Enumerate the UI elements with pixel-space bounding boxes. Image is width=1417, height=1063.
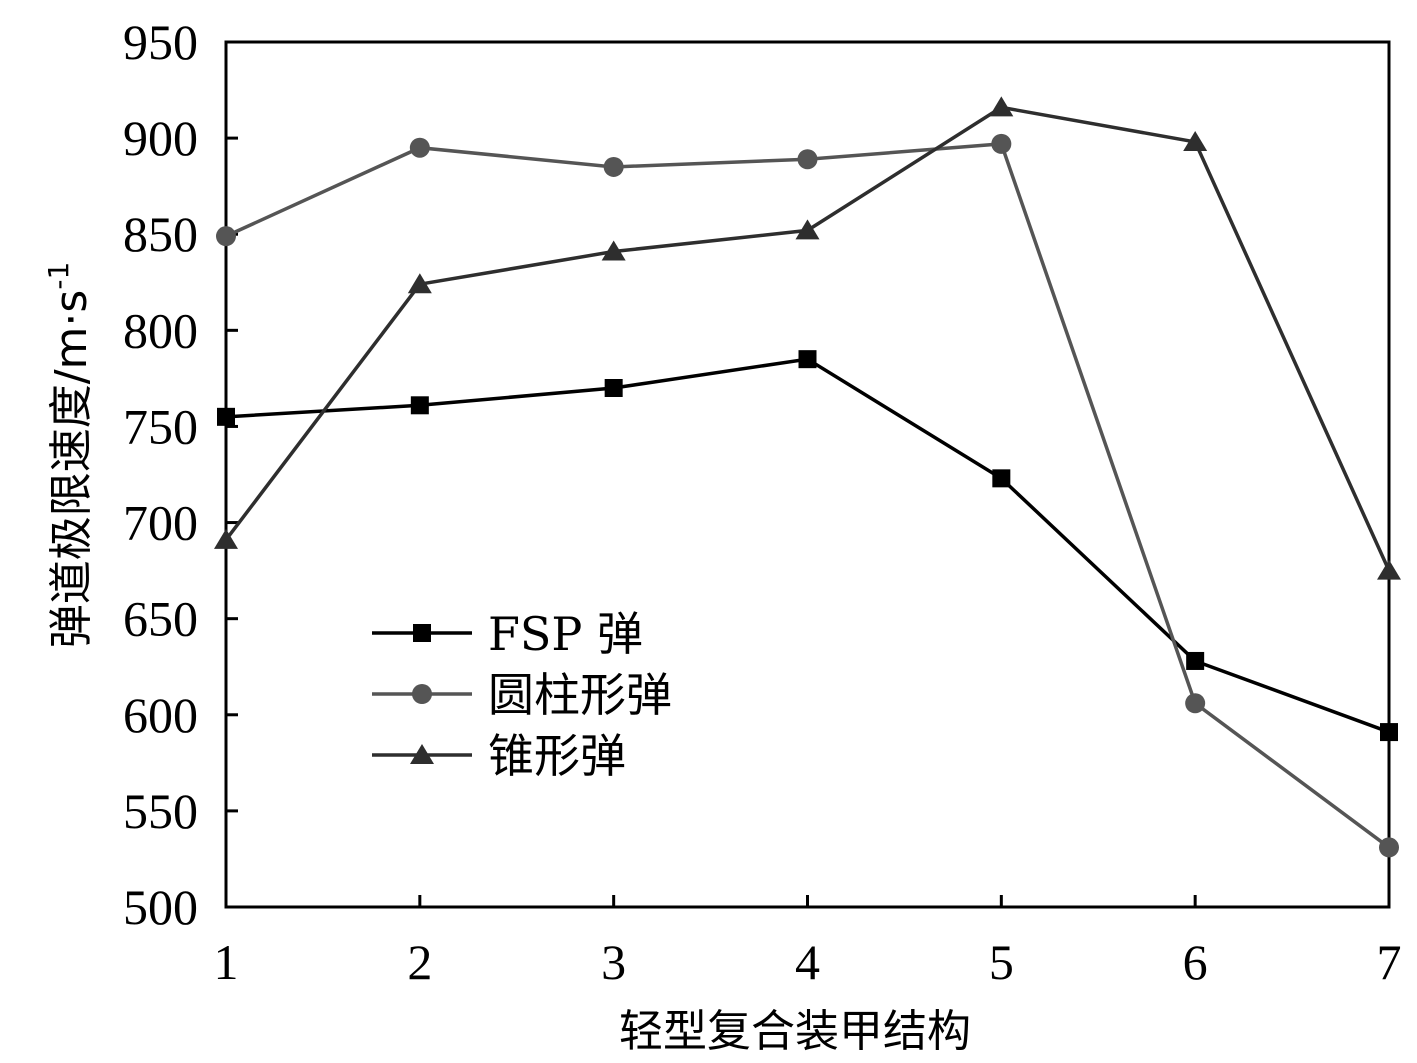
x-axis-title: 轻型复合装甲结构: [619, 1006, 971, 1057]
data-point: [407, 273, 432, 294]
legend-label: 锥形弹: [488, 729, 626, 783]
y-tick-label: 750: [123, 398, 198, 454]
svg-text:弹道极限速度/m·s-1: 弹道极限速度/m·s-1: [42, 262, 97, 649]
data-point: [603, 156, 624, 177]
data-point: [1377, 559, 1401, 580]
y-tick-label: 700: [123, 495, 198, 551]
x-tick-label: 6: [1183, 934, 1208, 990]
y-tick-label: 900: [123, 110, 198, 166]
y-tick-label: 950: [123, 14, 198, 70]
series-line: [224, 105, 1391, 572]
data-point: [795, 219, 820, 240]
x-tick-label: 3: [601, 934, 626, 990]
y-tick-label: 850: [123, 206, 198, 262]
legend-swatch-marker: [410, 744, 434, 764]
data-point: [991, 133, 1012, 154]
series-line: [225, 357, 1390, 734]
y-axis-title-main: 弹道极限速度/m·s: [46, 290, 97, 649]
data-point: [601, 240, 626, 261]
y-tick-label: 500: [123, 879, 198, 935]
legend-item: 锥形弹: [372, 729, 626, 783]
plot-frame: [224, 40, 1391, 909]
legend-item: 圆柱形弹: [372, 668, 672, 722]
legend-label: FSP 弹: [488, 607, 643, 661]
y-tick-label: 800: [123, 302, 198, 358]
data-point: [992, 469, 1011, 488]
x-axis: 1 2 3 4 5 6 7: [214, 895, 1402, 990]
series-line: [225, 142, 1391, 849]
data-point: [798, 350, 817, 369]
y-tick-label: 600: [123, 687, 198, 743]
data-point: [216, 226, 236, 247]
data-point: [1380, 723, 1398, 742]
data-point: [1379, 837, 1399, 858]
y-axis-title: 弹道极限速度/m·s-1: [42, 262, 97, 649]
plot-border: [224, 40, 1391, 909]
data-point: [217, 407, 235, 426]
x-tick-label: 2: [407, 934, 432, 990]
y-tick-label: 650: [123, 591, 198, 647]
data-point: [410, 396, 429, 415]
legend-item: FSP 弹: [372, 607, 643, 661]
data-point: [797, 149, 818, 170]
data-point: [1186, 651, 1205, 670]
legend-swatch-marker: [413, 624, 431, 642]
data-point: [214, 528, 238, 549]
series-layer: [214, 96, 1401, 858]
series-2: [216, 133, 1399, 858]
x-tick-label: 5: [989, 934, 1014, 990]
data-point: [1183, 130, 1208, 151]
legend-label: 圆柱形弹: [488, 668, 672, 722]
data-point: [989, 96, 1014, 117]
y-tick-label: 550: [123, 783, 198, 839]
data-point: [604, 379, 623, 397]
legend-swatch-marker: [412, 684, 432, 704]
series-1: [217, 350, 1398, 742]
x-tick-label: 7: [1377, 934, 1402, 990]
data-point: [409, 137, 430, 158]
x-tick-label: 1: [214, 934, 239, 990]
y-axis: 500 550 600 650 700 750 800 850 900 950: [123, 14, 238, 935]
y-axis-title-exponent: -1: [42, 262, 75, 290]
data-point: [1185, 693, 1206, 714]
series-3: [214, 96, 1401, 580]
x-tick-label: 4: [795, 934, 820, 990]
